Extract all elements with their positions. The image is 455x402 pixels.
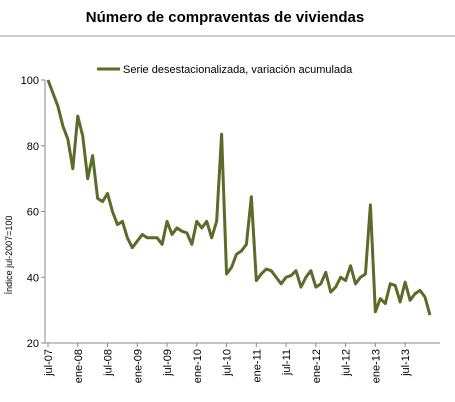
x-tick-label: ene-12 [311, 349, 323, 383]
x-tick-label: ene-10 [192, 349, 204, 383]
legend-label: Serie desestacionalizada, variación acum… [123, 64, 353, 76]
x-tick-label: ene-08 [73, 349, 85, 383]
y-tick-label: 60 [27, 207, 39, 219]
x-tick-label: jul-07 [43, 349, 55, 377]
x-tick-label: jul-08 [103, 349, 115, 377]
chart-title: Número de compraventas de viviendas [86, 9, 364, 26]
y-tick-label: 40 [27, 272, 39, 284]
y-tick-label: 20 [27, 338, 39, 350]
x-tick-label: ene-11 [251, 349, 263, 382]
y-tick-label: 80 [27, 141, 39, 153]
x-tick-label: jul-13 [400, 349, 412, 377]
y-axis-label: Índice jul-2007=100 [4, 216, 14, 295]
y-tick-label: 100 [21, 75, 39, 87]
series-line [46, 79, 432, 316]
x-tick-label: jul-11 [281, 349, 293, 376]
x-tick-label: ene-13 [370, 349, 382, 383]
x-tick-label: jul-12 [341, 349, 353, 377]
x-tick-label: jul-09 [162, 349, 174, 377]
x-tick-label: jul-10 [222, 349, 234, 377]
x-tick-label: ene-09 [132, 349, 144, 383]
